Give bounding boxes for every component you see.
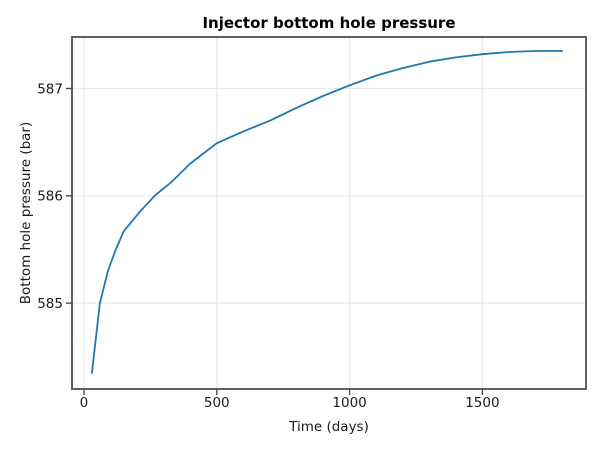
x-tick-label: 1000 bbox=[332, 395, 366, 411]
x-tick-label: 500 bbox=[204, 395, 230, 411]
y-axis-label: Bottom hole pressure (bar) bbox=[18, 122, 34, 305]
axis-ticks bbox=[66, 87, 484, 395]
grid-lines bbox=[72, 37, 586, 389]
tick-labels: 0 500 1000 1500 585 586 587 bbox=[37, 81, 499, 411]
y-tick-label: 585 bbox=[37, 296, 63, 312]
y-tick-label: 586 bbox=[37, 189, 63, 205]
x-tick-label: 0 bbox=[80, 395, 89, 411]
x-tick-label: 1500 bbox=[465, 395, 499, 411]
data-series bbox=[91, 50, 563, 374]
data-line-injector-bottom-hole-pressure bbox=[91, 50, 563, 374]
y-tick-label: 587 bbox=[37, 81, 63, 97]
x-axis-label: Time (days) bbox=[288, 419, 369, 435]
chart-title: Injector bottom hole pressure bbox=[202, 14, 455, 32]
plot-frame bbox=[71, 36, 587, 390]
